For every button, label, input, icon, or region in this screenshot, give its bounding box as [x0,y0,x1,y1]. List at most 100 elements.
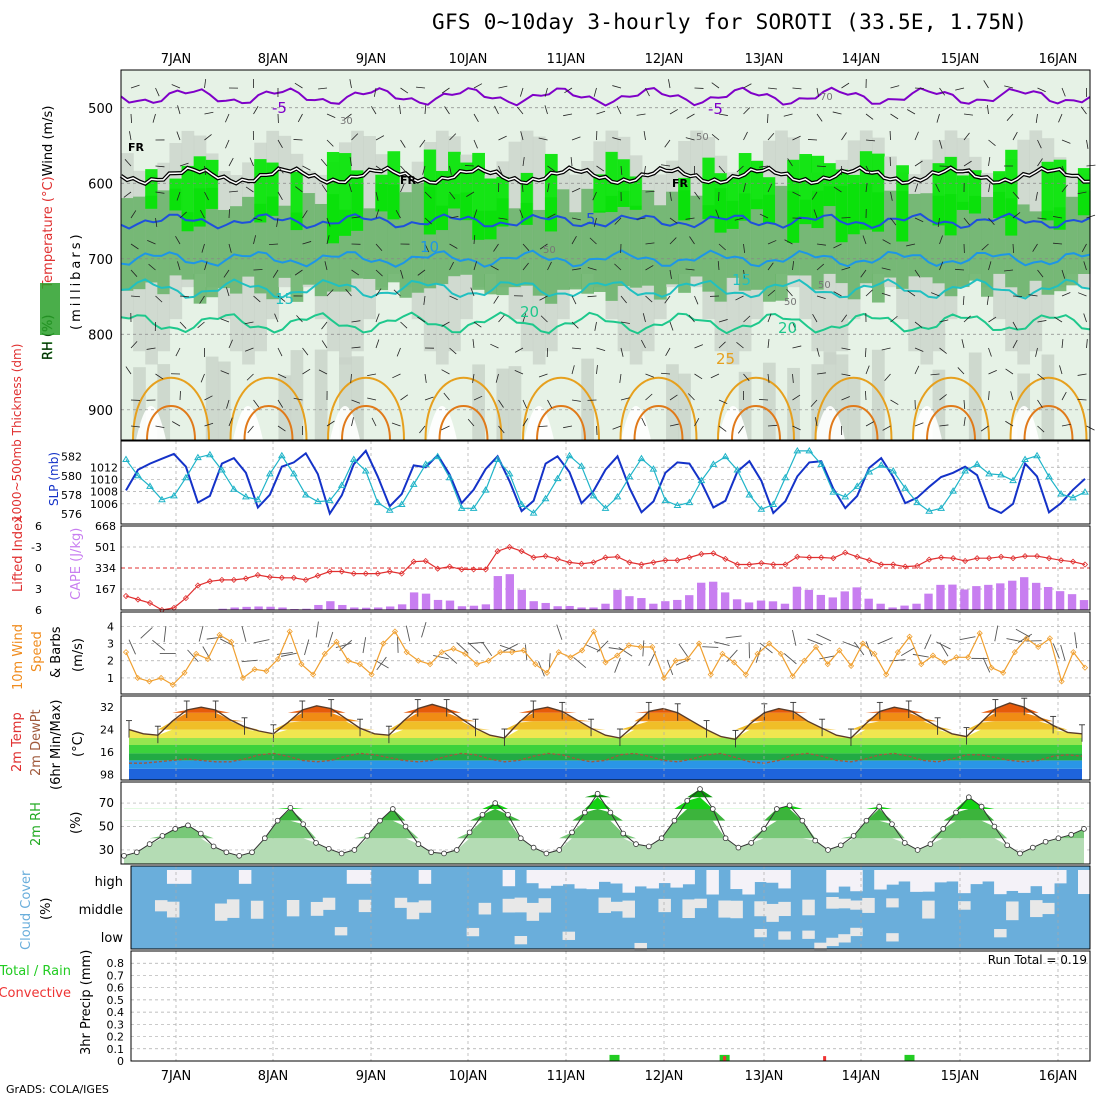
wind-speed-point [333,638,340,645]
rh2m-point [261,835,268,842]
wind-barb [424,373,427,383]
rh2m-point [876,803,882,810]
temperature-contour-30 [146,405,196,441]
wind-barb [1077,292,1087,297]
wind-barb [350,373,352,383]
precip-background [131,951,1090,1061]
minmax-ylabel: (6hr Min/Max) [49,700,64,790]
pressure-tick-label: 700 [88,253,113,268]
slp-tick-label: 1008 [90,486,118,499]
wind-speed-point [1081,664,1089,671]
wind-barb [865,165,871,175]
thickness-point [889,467,898,474]
wind10m-barb [1015,628,1031,638]
wind-barb [616,105,622,115]
cape-bar [577,607,586,610]
cloud-high-gap [1006,870,1019,891]
lifted-index-point [758,560,765,567]
cape-bar [649,603,658,610]
rh-green-cell [762,177,776,223]
rh2m-point [735,844,742,851]
lifted-index-point [650,559,657,566]
thickness-point [1021,455,1029,463]
wind-barb [473,321,482,328]
wind-speed-point [918,661,925,668]
wind-barb [302,368,311,375]
wind-barb [619,373,622,383]
thickness-point [457,504,466,511]
top-date-label: 7JAN [161,52,192,67]
bottom-date-label: 10JAN [449,1069,488,1084]
rh-green-cell [1005,149,1018,236]
wind10m-barb [456,642,469,654]
wind-barb [988,347,992,357]
lifted-index-point [566,559,573,566]
wind-barb [914,269,921,278]
cape-bar [481,604,491,610]
rh-dark-cell [145,195,158,283]
rh2m-point [594,790,601,797]
wind-barb [914,87,925,90]
wind-barb [326,217,331,227]
wind10m-barb [304,639,310,656]
wind-tick-label: 2 [107,655,114,668]
wind-speed-point [239,674,247,682]
wind-barb [1053,216,1063,219]
wind-barb [1012,321,1018,331]
cape-bar [326,601,335,610]
thickness-point [361,467,370,474]
wind-barb [1005,420,1014,427]
wind10m-barb [726,649,738,663]
wind-speed-point [122,649,130,656]
wind-barb [963,132,970,141]
wind-barb [767,87,777,90]
wind-barb [375,191,379,201]
wind-barb [939,261,944,271]
temperature-fill-band [129,703,1082,713]
wind-speed-point [941,659,948,666]
wind-barb [171,421,181,427]
cape-bar [517,589,526,610]
wind-barb [422,165,426,175]
wind-barb [890,191,893,201]
wind-speed-point [754,650,761,657]
cape-bar [720,592,730,610]
wind-barb [767,373,770,383]
rh2m-point [249,849,255,856]
lifted-index-tick-label: 6 [35,604,42,617]
wind-barb [246,373,254,381]
thickness-point [146,482,154,489]
wind-barb [519,87,524,97]
rh2m-tick-label: 30 [99,843,114,857]
cloud-high-gap [898,870,911,882]
wind-barb [792,425,801,431]
pressure-tick-label: 900 [88,404,113,419]
wind-barb [228,208,230,219]
cloud-ylabel: Cloud Cover [19,870,34,950]
wind-speed-point [801,657,808,664]
temperature-contour-label: 5 [586,210,596,228]
wind-barb [596,165,605,172]
temp-ylabel: 2m Temp [10,712,25,772]
wind-barb [661,164,671,167]
wind-barb [522,418,529,427]
wind-barb [228,339,233,349]
cloud-cover-vgrid [175,866,1059,949]
wind-barb [521,182,524,193]
temperature-contour-30 [438,405,489,441]
wind-barb [349,157,352,167]
thickness-point [757,505,766,512]
cloud-high-gap [742,870,755,895]
wind-speed-point [368,671,375,678]
cloud-low-gap [634,942,647,952]
thickness-point [793,446,802,454]
cloud-middle-gap [838,898,851,909]
cape-bar [374,607,383,610]
wind-barb [1080,106,1087,115]
thickness-point [601,504,610,511]
rh2m-point [466,829,473,836]
wind-speed-point [380,640,387,647]
rh-dark-cell [508,208,522,288]
wind10m-barb [678,643,689,658]
wind-barb [914,347,924,352]
